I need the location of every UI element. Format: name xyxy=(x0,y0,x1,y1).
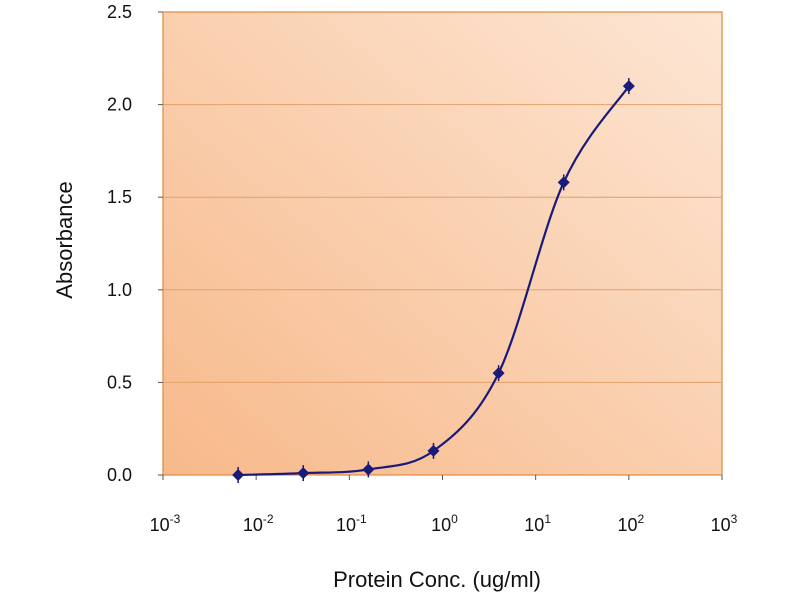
data-point xyxy=(297,467,310,480)
y-axis-label: Absorbance xyxy=(52,181,77,298)
gridlines xyxy=(163,104,722,383)
data-point xyxy=(622,80,635,93)
y-tick-label: 1.0 xyxy=(107,280,132,300)
x-axis-ticks: 10-3 10-2 10-1 100 101 102 103 xyxy=(150,475,738,535)
x-axis-label: Protein Conc. (ug/ml) xyxy=(333,567,541,592)
x-tick-label: 10-1 xyxy=(336,512,367,535)
y-tick-label: 0.0 xyxy=(107,465,132,485)
series xyxy=(232,78,635,483)
data-point xyxy=(427,444,440,457)
plot-area xyxy=(162,11,723,476)
x-tick-label: 100 xyxy=(431,512,458,535)
y-tick-label: 2.5 xyxy=(107,2,132,22)
y-tick-label: 1.5 xyxy=(107,187,132,207)
y-axis-ticks: 0.0 0.5 1.0 1.5 2.0 2.5 xyxy=(107,2,163,485)
data-point xyxy=(557,176,570,189)
x-tick-label: 101 xyxy=(524,512,551,535)
x-tick-label: 103 xyxy=(711,512,738,535)
data-point xyxy=(492,367,505,380)
x-tick-label: 10-3 xyxy=(150,512,181,535)
y-tick-label: 0.5 xyxy=(107,372,132,392)
x-tick-label: 102 xyxy=(617,512,644,535)
x-tick-label: 10-2 xyxy=(243,512,274,535)
y-tick-label: 2.0 xyxy=(107,95,132,115)
data-point xyxy=(232,469,245,481)
data-point xyxy=(362,463,375,476)
